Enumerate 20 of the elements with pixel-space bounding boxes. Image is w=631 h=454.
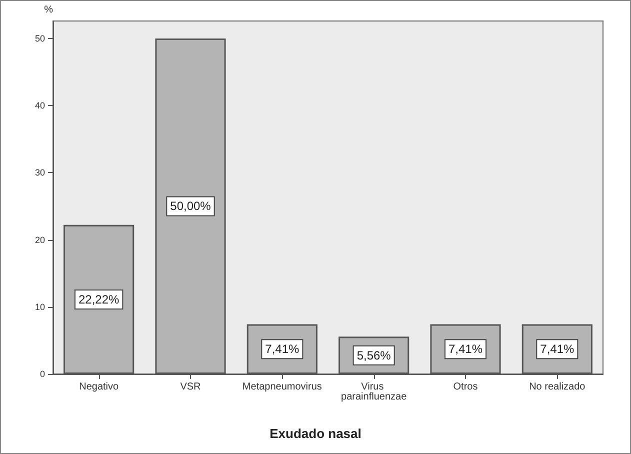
y-tick-label: 50	[34, 33, 45, 44]
y-tick-label: 0	[40, 369, 45, 379]
y-tick-label: 30	[34, 168, 45, 178]
x-tick-label: Metapneumovirus	[242, 382, 322, 392]
data-label: 50,00%	[170, 199, 212, 214]
data-label: 5,56%	[356, 348, 392, 362]
y-axis-title: %	[44, 4, 54, 16]
x-tick-label: Negativo	[79, 382, 120, 392]
x-tick-label: VSR	[180, 382, 201, 392]
data-label: 7,41%	[265, 342, 300, 356]
x-tick-label: Virus parainfluenzae	[341, 382, 408, 402]
x-axis-title: Exudado nasal	[270, 426, 362, 441]
data-label: 7,41%	[448, 342, 483, 356]
x-tick-label: No realizado	[529, 382, 586, 392]
y-tick-label: 20	[34, 234, 45, 245]
data-label: 22,22%	[78, 292, 120, 306]
y-tick-label: 10	[34, 302, 45, 312]
y-tick-label: 40	[34, 100, 45, 111]
data-label: 7,41%	[540, 342, 575, 356]
x-tick-label: Otros	[453, 382, 478, 392]
